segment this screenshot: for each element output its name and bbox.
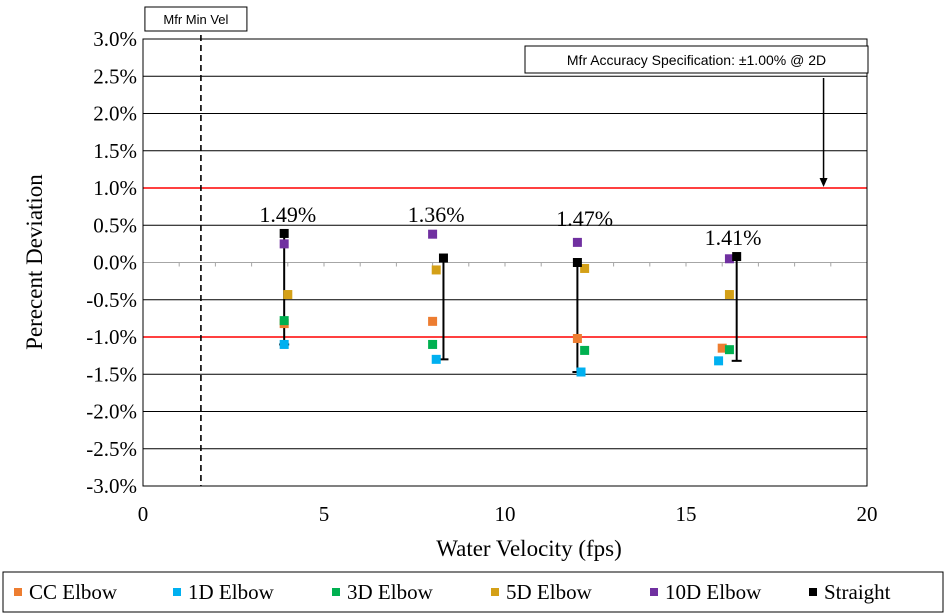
point-1d-elbow — [714, 356, 723, 365]
legend-marker — [491, 588, 499, 596]
point-10d-elbow — [573, 238, 582, 247]
legend-label: CC Elbow — [29, 580, 118, 604]
legend-label: 3D Elbow — [347, 580, 434, 604]
legend-marker — [173, 588, 181, 596]
point-3d-elbow — [580, 346, 589, 355]
point-straight — [573, 258, 582, 267]
legend-marker — [650, 588, 658, 596]
y-tick-label: -1.5% — [86, 362, 137, 386]
range-bar-label: 1.36% — [408, 202, 465, 227]
point-straight — [280, 229, 289, 238]
point-cc-elbow — [573, 334, 582, 343]
y-axis-label: Perecent Deviation — [22, 174, 47, 350]
point-1d-elbow — [280, 340, 289, 349]
y-tick-label: 2.0% — [93, 102, 137, 126]
point-3d-elbow — [280, 316, 289, 325]
point-cc-elbow — [428, 317, 437, 326]
x-tick-label: 5 — [319, 502, 330, 526]
legend-marker — [14, 588, 22, 596]
point-1d-elbow — [432, 355, 441, 364]
point-5d-elbow — [283, 290, 292, 299]
point-3d-elbow — [428, 340, 437, 349]
y-tick-label: 1.0% — [93, 176, 137, 200]
x-tick-label: 0 — [138, 502, 149, 526]
point-5d-elbow — [725, 290, 734, 299]
y-tick-label: 3.0% — [93, 27, 137, 51]
point-straight — [732, 252, 741, 261]
legend-box — [3, 572, 943, 612]
point-10d-elbow — [280, 239, 289, 248]
legend-label: Straight — [824, 580, 891, 604]
range-bar-label: 1.47% — [556, 206, 613, 231]
axes-layer — [143, 263, 867, 267]
point-1d-elbow — [577, 368, 586, 377]
point-straight — [439, 254, 448, 263]
x-axis-label: Water Velocity (fps) — [436, 536, 622, 561]
legend-label: 5D Elbow — [506, 580, 593, 604]
y-tick-label: -0.5% — [86, 288, 137, 312]
legend-marker — [332, 588, 340, 596]
spec-annotation-text: Mfr Accuracy Specification: ±1.00% @ 2D — [567, 52, 826, 68]
point-5d-elbow — [432, 265, 441, 274]
min-velocity-label: Mfr Min Vel — [163, 12, 228, 27]
range-bar-label: 1.49% — [259, 202, 316, 227]
x-tick-label: 20 — [857, 502, 878, 526]
legend-label: 1D Elbow — [188, 580, 275, 604]
y-tick-label: 1.5% — [93, 139, 137, 163]
range-bar-label: 1.41% — [705, 225, 762, 250]
y-tick-label: 0.0% — [93, 251, 137, 275]
y-tick-label: -2.0% — [86, 400, 137, 424]
y-tick-label: 2.5% — [93, 64, 137, 88]
legend-label: 10D Elbow — [665, 580, 762, 604]
point-3d-elbow — [725, 345, 734, 354]
y-tick-label: -2.5% — [86, 437, 137, 461]
point-10d-elbow — [428, 230, 437, 239]
legend-marker — [809, 588, 817, 596]
y-tick-label: 0.5% — [93, 213, 137, 237]
y-tick-label: -1.0% — [86, 325, 137, 349]
x-tick-label: 10 — [495, 502, 516, 526]
x-tick-label: 15 — [676, 502, 697, 526]
y-tick-label: -3.0% — [86, 474, 137, 498]
